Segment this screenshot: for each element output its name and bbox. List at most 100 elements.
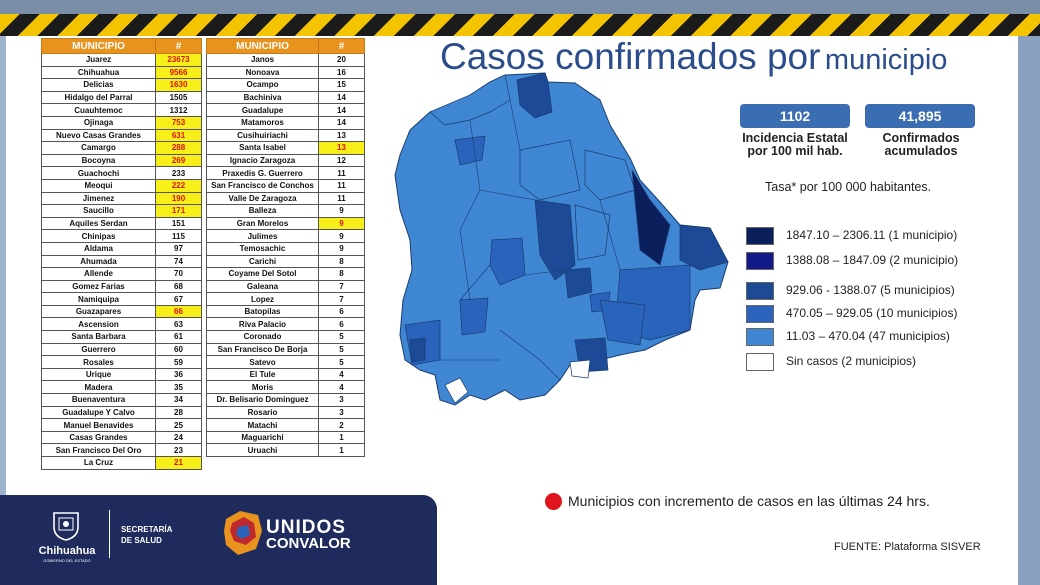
municipio-name: Maguarichi (206, 430, 319, 445)
right-strip (1018, 36, 1040, 585)
municipio-name: Camargo (41, 141, 156, 155)
municipio-count: 753 (155, 115, 202, 130)
municipio-count: 9566 (155, 65, 202, 80)
table-row: Coronado 5 (206, 330, 365, 344)
footer-banner (0, 495, 437, 585)
municipio-count: 222 (155, 178, 202, 193)
municipio-name: San Francisco De Borja (206, 342, 319, 357)
municipio-count: 151 (155, 216, 202, 231)
municipio-name: Julimes (206, 229, 319, 243)
map-region-bocoyna (459, 297, 489, 336)
table-row: Satevo 5 (206, 355, 365, 369)
municipio-name: Bachiniva (206, 90, 319, 105)
municipio-name: Saucillo (41, 204, 156, 218)
table-row: Praxedis G. Guerrero 11 (206, 166, 365, 180)
table-row: Maguarichi 1 (206, 430, 365, 445)
table-row: Guerrero 60 (41, 342, 202, 357)
municipio-name: Ascension (41, 317, 156, 332)
legend-label: 1388.08 – 1847.09 (2 municipio) (786, 253, 959, 267)
municipio-count: 59 (155, 355, 202, 369)
table-row: Guadalupe 14 (206, 103, 365, 117)
legend-label: 11.03 – 470.04 (47 municipios) (786, 329, 950, 343)
municipio-name: Batopilas (206, 304, 319, 319)
gob-name: Chihuahua (38, 545, 96, 557)
column-header-count: # (318, 38, 365, 54)
municipio-count: 1312 (155, 103, 202, 117)
table-row: Chihuahua 9566 (41, 65, 202, 80)
municipio-count: 97 (155, 241, 202, 256)
table-row: Temosachic 9 (206, 241, 365, 256)
municipio-name: El Tule (206, 367, 319, 382)
municipio-name: La Cruz (41, 456, 156, 470)
municipio-count: 67 (155, 292, 202, 306)
municipio-name: Nuevo Casas Grandes (41, 128, 156, 143)
municipio-name: Meoqui (41, 178, 156, 193)
municipio-count: 5 (318, 330, 365, 344)
municipio-name: Namiquipa (41, 292, 156, 306)
municipio-count: 7 (318, 292, 365, 306)
municipio-name: Santa Barbara (41, 330, 156, 344)
table-row: Carichi 8 (206, 254, 365, 269)
municipio-name: Uruachi (206, 443, 319, 457)
table-row: Valle De Zaragoza 11 (206, 191, 365, 206)
confirmados-value: 41,895 (865, 104, 975, 128)
municipio-name: Chinipas (41, 229, 156, 243)
table-row: Nuevo Casas Grandes 631 (41, 128, 202, 143)
map-region-ahumada (519, 139, 581, 201)
table-row: Guadalupe Y Calvo 28 (41, 405, 202, 420)
municipio-count: 14 (318, 115, 365, 130)
municipio-name: San Francisco Del Oro (41, 443, 156, 457)
municipio-name: Coyame Del Sotol (206, 267, 319, 281)
table-row: Chinipas 115 (41, 229, 202, 243)
legend-swatch (746, 353, 774, 371)
municipio-count: 9 (318, 241, 365, 256)
table-row: Ocampo 15 (206, 78, 365, 92)
state-shield-icon (53, 512, 79, 541)
municipio-count: 9 (318, 216, 365, 231)
table-row: Hidalgo del Parral 1505 (41, 90, 202, 105)
municipio-name: Temosachic (206, 241, 319, 256)
municipio-count: 16 (318, 65, 365, 80)
municipio-count: 70 (155, 267, 202, 281)
municipio-count: 13 (318, 141, 365, 155)
table-row: Buenaventura 34 (41, 393, 202, 407)
municipio-name: Ocampo (206, 78, 319, 92)
municipio-name: Urique (41, 367, 156, 382)
table-row: Cusihuiriachi 13 (206, 128, 365, 143)
table-row: Coyame Del Sotol 8 (206, 267, 365, 281)
municipio-count: 4 (318, 367, 365, 382)
legend-swatch (746, 282, 774, 300)
municipio-count: 8 (318, 267, 365, 281)
column-header-municipio: MUNICIPIO (41, 38, 156, 54)
table-row: Gomez Farias 68 (41, 279, 202, 294)
table-row: Meoqui 222 (41, 178, 202, 193)
municipio-name: Balleza (206, 204, 319, 218)
municipio-name: Riva Palacio (206, 317, 319, 332)
table-row: Ojinaga 753 (41, 115, 202, 130)
table-row: Bachiniva 14 (206, 90, 365, 105)
municipio-count: 7 (318, 279, 365, 294)
slogan-line-1: UNIDOS (266, 517, 346, 538)
unidos-logo-icon (224, 511, 262, 555)
table-row: San Francisco de Conchos 11 (206, 178, 365, 193)
municipio-name: Janos (206, 53, 319, 67)
map-region-cuauhtemoc (489, 237, 526, 286)
municipio-name: Nonoava (206, 65, 319, 80)
left-frame (0, 36, 6, 496)
municipio-count: 20 (318, 53, 365, 67)
table-row: Jimenez 190 (41, 191, 202, 206)
table-row: Urique 36 (41, 367, 202, 382)
municipio-count: 23673 (155, 53, 202, 67)
map-region-coyame (584, 149, 636, 201)
table-row: Riva Palacio 6 (206, 317, 365, 332)
municipio-name: Rosario (206, 405, 319, 420)
municipio-name: Ojinaga (41, 115, 156, 130)
table-row: Rosario 3 (206, 405, 365, 420)
municipio-name: Satevo (206, 355, 319, 369)
municipio-count: 35 (155, 380, 202, 395)
municipio-count: 1 (318, 443, 365, 457)
municipio-name: Guadalupe (206, 103, 319, 117)
municipio-count: 190 (155, 191, 202, 206)
map-region-delicias (564, 267, 593, 299)
municipio-count: 66 (155, 304, 202, 319)
